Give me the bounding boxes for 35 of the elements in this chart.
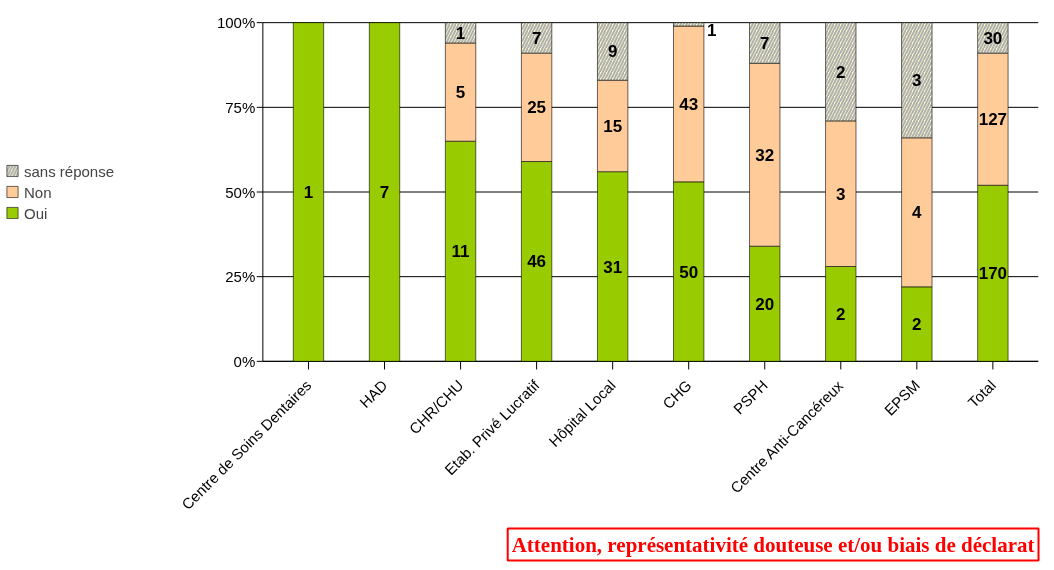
annotation: 50 (679, 262, 699, 282)
annotation: 15 (603, 116, 623, 136)
annotation: 1 (455, 23, 466, 43)
annotation: 9 (607, 42, 618, 62)
annotation: 46 (527, 252, 547, 272)
annotation: 30 (983, 28, 1003, 48)
annotation: 3 (836, 184, 846, 204)
annotation: 25 (527, 98, 547, 118)
annotation: 2 (836, 62, 846, 82)
y-tick-label: 75% (225, 98, 256, 116)
annotation: 5 (455, 83, 466, 103)
annotation: 20 (755, 294, 775, 314)
annotation: 32 (755, 145, 775, 165)
annotation: 170 (978, 264, 1008, 284)
y-tick-label: 0% (233, 352, 256, 370)
annotation: 1 (706, 21, 717, 41)
legend-label: Oui (24, 204, 48, 221)
annotation: 1 (303, 183, 314, 202)
annotation: 7 (379, 183, 390, 202)
annotation: 3 (912, 71, 922, 91)
y-tick-label: 25% (225, 268, 256, 286)
annotation: 11 (451, 242, 470, 262)
text: Attention, représentativité douteuse et/ou biais de déclarat (511, 532, 1035, 557)
annotation: 7 (760, 33, 770, 53)
y-tick-label: 50% (225, 183, 256, 201)
legend-label: Non (24, 183, 52, 200)
annotation: 127 (978, 110, 1008, 130)
legend-label: sans réponse (24, 162, 115, 179)
y-tick-label: 100% (216, 14, 256, 32)
annotation: 31 (603, 257, 623, 277)
annotation: 7 (531, 28, 542, 48)
annotation: 4 (912, 203, 923, 223)
annotation: 43 (679, 94, 699, 114)
annotation: 2 (836, 304, 846, 324)
annotation: 2 (912, 315, 922, 335)
